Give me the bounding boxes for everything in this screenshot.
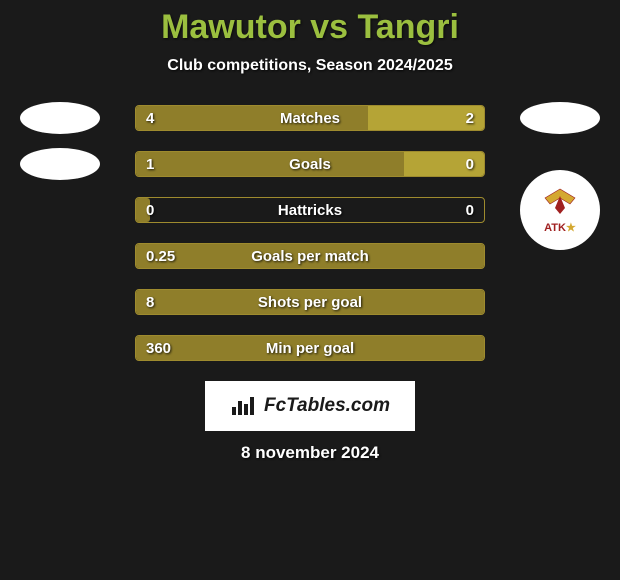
stat-bar: Goals10	[135, 151, 485, 177]
stat-bar: Shots per goal8	[135, 289, 485, 315]
bar-segment-right	[368, 106, 484, 130]
bar-segment-left	[136, 244, 484, 268]
brand-badge: FcTables.com	[205, 381, 415, 431]
brand-bars-icon	[230, 395, 258, 417]
date-text: 8 november 2024	[0, 443, 620, 463]
page-title: Mawutor vs Tangri	[0, 8, 620, 47]
bar-segment-left	[136, 290, 484, 314]
stat-row: Goals10	[0, 151, 620, 177]
stat-bar: Matches42	[135, 105, 485, 131]
stat-row: Matches42	[0, 105, 620, 131]
bar-segment-left	[136, 106, 368, 130]
bar-segment-left	[136, 152, 404, 176]
bar-segment-left	[136, 198, 150, 222]
crest-label: ATK★	[535, 223, 585, 234]
stat-bar: Min per goal360	[135, 335, 485, 361]
stat-label: Hattricks	[136, 198, 484, 222]
stat-row: Min per goal360	[0, 335, 620, 361]
subtitle: Club competitions, Season 2024/2025	[0, 57, 620, 75]
team-crest-right: ATK★	[520, 170, 600, 250]
team-logo-right	[520, 102, 600, 134]
stat-row: Goals per match0.25	[0, 243, 620, 269]
bar-segment-right	[404, 152, 484, 176]
stat-bar: Hattricks00	[135, 197, 485, 223]
brand-text: FcTables.com	[264, 395, 390, 417]
stats-list: Matches42Goals10ATK★Hattricks00Goals per…	[0, 105, 620, 361]
stat-bar: Goals per match0.25	[135, 243, 485, 269]
team-logo-left	[20, 148, 100, 180]
team-logo-left	[20, 102, 100, 134]
stat-row: Shots per goal8	[0, 289, 620, 315]
stat-row: ATK★Hattricks00	[0, 197, 620, 223]
stat-value-right: 0	[466, 198, 474, 222]
chart-container: Mawutor vs Tangri Club competitions, Sea…	[0, 0, 620, 580]
bar-segment-left	[136, 336, 484, 360]
